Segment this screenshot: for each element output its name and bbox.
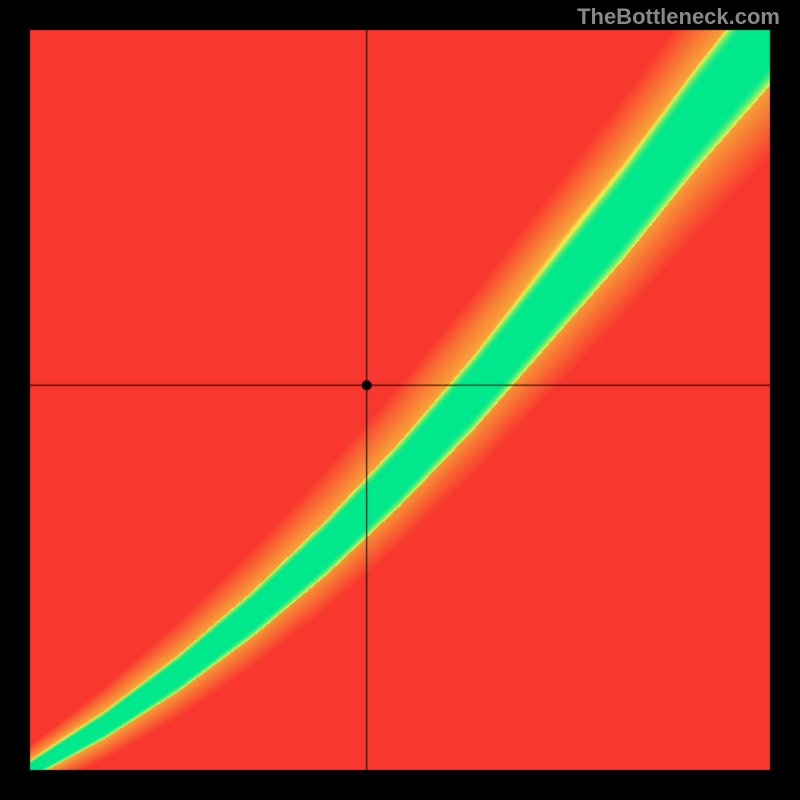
watermark-text: TheBottleneck.com (577, 4, 780, 30)
chart-container: TheBottleneck.com (0, 0, 800, 800)
bottleneck-heatmap (0, 0, 800, 800)
